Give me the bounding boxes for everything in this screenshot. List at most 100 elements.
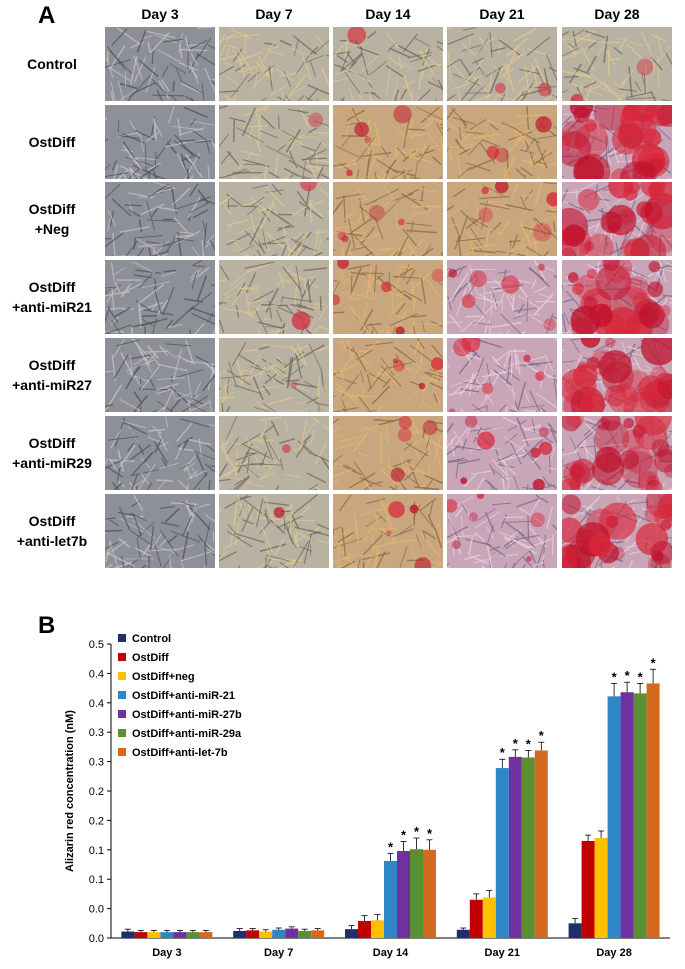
significance-star: * [388,839,394,854]
y-tick-label: 0.3 [89,727,104,739]
bar [410,849,423,938]
legend-label: OstDiff+neg [132,671,195,683]
micrograph-tile [219,416,329,490]
micrograph-tile [105,494,215,568]
micrograph-tile [562,338,672,412]
micrograph-tile [105,260,215,334]
bar [508,756,522,938]
bar [495,768,509,938]
legend-swatch [118,729,126,737]
micrograph-tile [562,416,672,490]
bar [233,930,247,938]
micrograph-tile [333,27,443,101]
bar [568,923,582,938]
row-label-line2: +anti-miR21 [12,299,92,315]
y-tick-label: 0.2 [89,786,104,798]
legend-swatch [118,691,126,699]
legend-swatch [118,634,126,642]
bar [423,849,436,938]
bar [594,838,608,938]
bar [646,683,660,938]
bar [358,920,371,938]
micrograph-tile [562,105,672,179]
significance-star: * [539,728,545,743]
bar [272,929,286,938]
micrograph-tile [447,105,557,179]
significance-star: * [513,736,519,751]
micrograph-tile [562,27,672,101]
significance-star: * [414,824,420,839]
bar [469,899,483,938]
bar [581,840,595,938]
row-label-line2: +Neg [34,221,70,237]
y-tick-label: 0.0 [89,904,104,916]
column-header: Day 14 [365,6,411,22]
micrograph-tile [219,105,329,179]
legend-label: Control [132,633,171,645]
alizarin-bar-chart: 0.0 0.0 0.1 0.1 0.2 0.2 0.3 0.3 0.4 0.4 0.5 Alizari… [64,633,670,959]
micrograph-tile [562,182,672,256]
x-tick-label: Day 14 [373,947,409,959]
column-header: Day 3 [141,6,179,22]
y-tick-label: 0.3 [89,757,104,769]
row-label-line1: OstDiff [28,201,76,217]
row-label-line1: Control [27,56,77,72]
micrograph-tile [447,260,557,334]
y-tick-label: 0.5 [89,639,104,651]
column-header: Day 7 [255,6,293,22]
significance-star: * [526,736,532,751]
bar [121,931,135,938]
x-tick-label: Day 7 [264,947,293,959]
legend-label: OstDiff [132,652,169,664]
micrograph-tile [447,338,557,412]
significance-star: * [625,668,631,683]
micrograph-tile [105,416,215,490]
micrograph-tile [219,260,329,334]
micrograph-tile [219,494,329,568]
row-label: OstDiff +Neg [0,199,104,239]
row-label-line2: +anti-miR27 [12,377,92,393]
bar [620,692,634,938]
micrograph-tile [333,338,443,412]
micrograph-tile [105,105,215,179]
bar [607,696,621,938]
x-tick-label: Day 21 [485,947,520,959]
legend-label: OstDiff+anti-miR-29a [132,728,242,740]
bar [134,932,148,938]
row-label: OstDiff [0,132,104,152]
row-label-line2: +anti-miR29 [12,455,92,471]
row-label-line1: OstDiff [28,357,76,373]
micrograph-tile [219,27,329,101]
bar [160,932,174,938]
y-tick-label: 0.2 [89,815,104,827]
y-tick-label: 0.1 [89,845,104,857]
row-label-line1: OstDiff [28,134,76,150]
y-axis-label: Alizarin red concentration (nM) [64,710,76,872]
y-tick-label: 0.1 [89,874,104,886]
micrograph-tile [447,27,557,101]
y-tick-label: 0.4 [89,668,104,680]
bar [259,931,273,938]
micrograph-tile [333,260,443,334]
bar [371,920,384,938]
bar [285,928,299,938]
row-label-line2: +anti-let7b [16,533,88,549]
bar [384,860,397,938]
legend-label: OstDiff+anti-miR-27b [132,709,242,721]
bar [173,932,187,938]
bar [147,932,161,938]
micrograph-tile [333,494,443,568]
micrograph-tile [105,182,215,256]
row-label: OstDiff +anti-miR27 [0,355,104,395]
bar [456,929,470,938]
legend-label: OstDiff+anti-let-7b [132,747,228,759]
row-label-line1: OstDiff [28,513,76,529]
column-header: Day 28 [594,6,640,22]
significance-star: * [651,655,657,670]
significance-star: * [427,826,433,841]
row-label: OstDiff +anti-miR21 [0,277,104,317]
panel-b-letter: B [38,612,56,639]
significance-star: * [638,669,644,684]
legend-swatch [118,748,126,756]
micrograph-tile [447,416,557,490]
